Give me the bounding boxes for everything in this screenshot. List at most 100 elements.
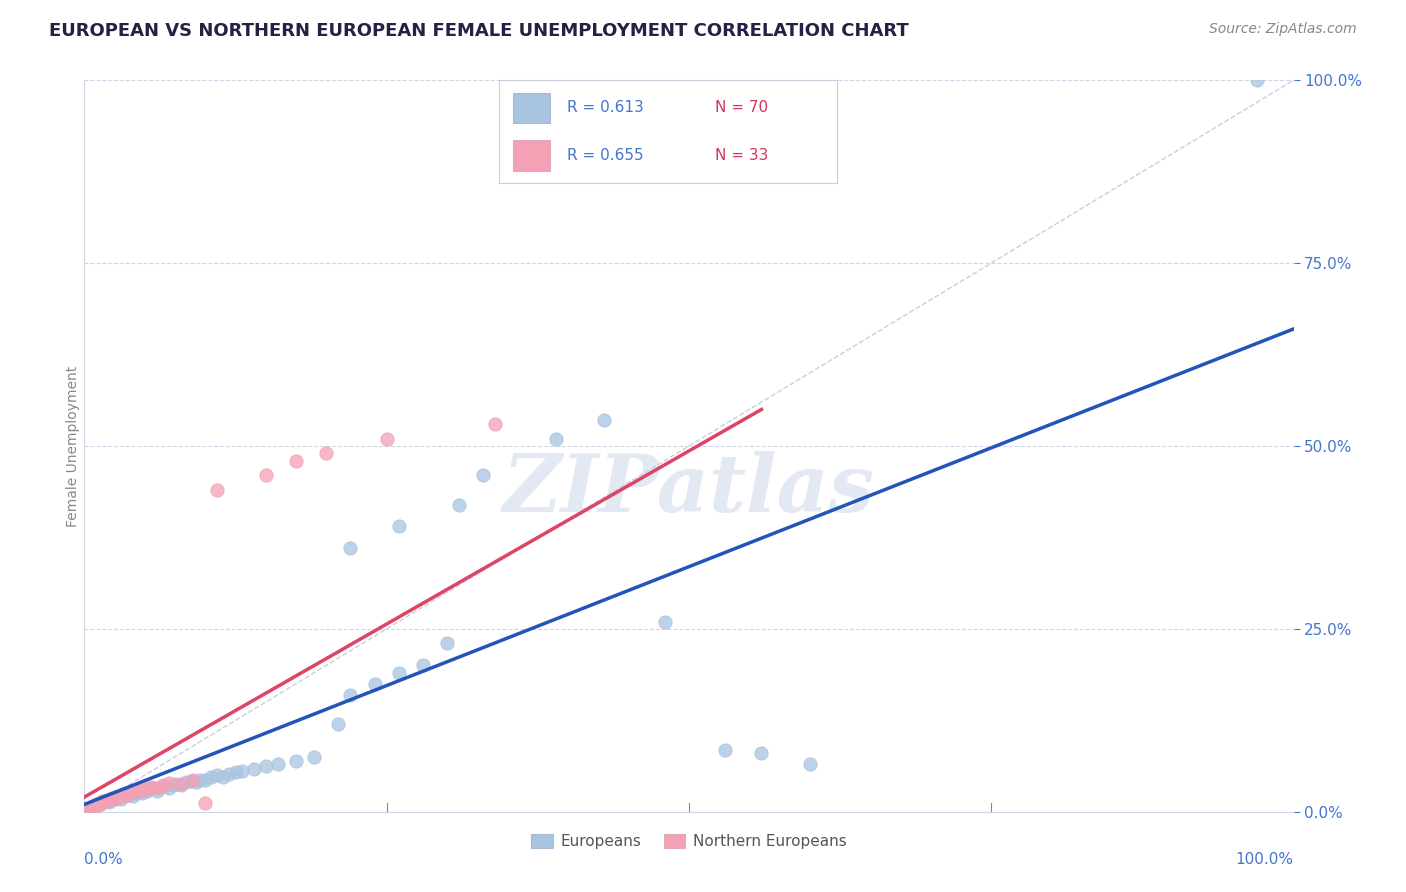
Point <box>118 787 141 801</box>
Point <box>110 791 132 805</box>
Point <box>170 778 193 792</box>
Point <box>112 787 135 801</box>
Point <box>79 801 101 815</box>
Point <box>388 665 411 680</box>
Point <box>101 790 124 805</box>
Point <box>129 783 152 797</box>
Point <box>136 783 159 797</box>
Point <box>91 796 114 810</box>
Point <box>180 774 202 789</box>
Point <box>121 789 143 803</box>
Point <box>157 776 180 790</box>
Point <box>120 786 142 800</box>
Point <box>97 795 120 809</box>
Point <box>184 774 207 789</box>
Point <box>328 717 350 731</box>
Legend: Europeans, Northern Europeans: Europeans, Northern Europeans <box>524 828 853 855</box>
Point <box>143 780 166 795</box>
Point <box>593 413 616 427</box>
Point <box>87 798 110 813</box>
Text: R = 0.655: R = 0.655 <box>567 148 643 162</box>
Point <box>267 757 290 772</box>
Point <box>89 796 111 810</box>
Text: EUROPEAN VS NORTHERN EUROPEAN FEMALE UNEMPLOYMENT CORRELATION CHART: EUROPEAN VS NORTHERN EUROPEAN FEMALE UNE… <box>49 22 908 40</box>
Point <box>363 676 385 690</box>
Point <box>93 795 115 809</box>
Point <box>107 790 129 805</box>
Point <box>152 778 174 792</box>
Text: 100.0%: 100.0% <box>1236 852 1294 867</box>
Point <box>112 789 135 804</box>
Point <box>84 800 107 814</box>
Text: Source: ZipAtlas.com: Source: ZipAtlas.com <box>1209 22 1357 37</box>
Point <box>82 799 104 814</box>
Point <box>714 742 737 756</box>
Point <box>84 798 107 813</box>
Point <box>284 453 308 467</box>
Point <box>225 765 247 780</box>
Point <box>98 792 121 806</box>
Point <box>436 636 458 650</box>
Point <box>108 790 131 805</box>
Point <box>315 446 337 460</box>
Point <box>544 432 567 446</box>
Point <box>207 768 229 782</box>
Point <box>207 483 229 497</box>
Point <box>212 770 235 784</box>
Point <box>94 795 117 809</box>
Point <box>174 775 197 789</box>
Point <box>111 789 134 803</box>
Point <box>149 780 172 794</box>
Point <box>231 764 253 779</box>
Point <box>162 778 184 792</box>
Point <box>115 788 138 802</box>
Point <box>254 468 277 483</box>
Point <box>82 798 104 813</box>
Point <box>129 784 152 798</box>
Point <box>115 788 138 802</box>
Point <box>86 797 108 812</box>
Point <box>146 780 169 795</box>
Point <box>153 779 176 793</box>
Point <box>96 793 118 807</box>
Point <box>254 759 277 773</box>
Point <box>104 790 127 805</box>
Point <box>412 658 434 673</box>
Text: 0.0%: 0.0% <box>84 852 124 867</box>
Point <box>98 793 121 807</box>
Text: N = 33: N = 33 <box>716 148 769 162</box>
Point <box>190 772 212 787</box>
Point <box>654 615 676 629</box>
Point <box>104 792 127 806</box>
Point <box>139 780 162 794</box>
Point <box>1246 73 1268 87</box>
Point <box>449 498 471 512</box>
Point <box>139 782 162 797</box>
Point <box>101 791 124 805</box>
Point <box>131 786 153 800</box>
Point <box>157 781 180 796</box>
Point <box>79 801 101 815</box>
Point <box>388 519 411 533</box>
Point <box>124 786 146 800</box>
Point <box>799 757 821 772</box>
Point <box>127 785 149 799</box>
Point <box>194 796 217 810</box>
Point <box>484 417 506 431</box>
Point <box>339 541 361 556</box>
Point <box>91 795 114 809</box>
Y-axis label: Female Unemployment: Female Unemployment <box>66 366 80 526</box>
Point <box>105 789 128 804</box>
Point <box>121 787 143 801</box>
Point <box>218 766 240 780</box>
Point <box>200 770 222 784</box>
Text: N = 70: N = 70 <box>716 101 768 115</box>
Point <box>104 791 127 805</box>
Point <box>181 773 204 788</box>
Point <box>302 749 325 764</box>
FancyBboxPatch shape <box>513 140 550 170</box>
Point <box>242 762 264 776</box>
Text: ZIPatlas: ZIPatlas <box>503 451 875 529</box>
Point <box>284 754 308 768</box>
Point <box>170 777 193 791</box>
